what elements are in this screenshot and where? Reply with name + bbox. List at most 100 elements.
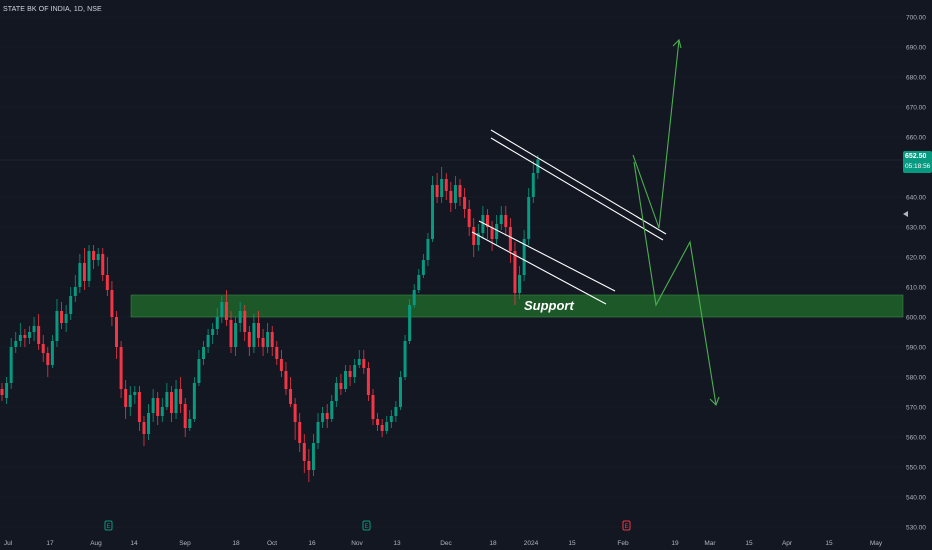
time-tick-label: 15 <box>825 540 833 547</box>
candle-body <box>504 215 508 227</box>
candle-body <box>50 341 54 365</box>
price-axis-pointer-icon[interactable] <box>903 211 908 217</box>
price-tick-label: 690.00 <box>906 44 926 51</box>
candle-body <box>87 251 91 281</box>
time-tick-label: 17 <box>46 540 54 547</box>
candle-body <box>325 413 329 419</box>
candle-body <box>403 341 407 377</box>
candle-body <box>440 179 444 197</box>
candle-body <box>266 332 270 347</box>
candle-body <box>256 323 260 338</box>
last-price-label: 652.50 05:18:56 <box>903 151 932 173</box>
candle-body <box>37 326 41 344</box>
candle-body <box>307 461 311 470</box>
price-tick-label: 640.00 <box>906 194 926 201</box>
candle-body <box>330 401 334 419</box>
price-tick-label: 570.00 <box>906 404 926 411</box>
candle-body <box>124 389 128 407</box>
candle-body <box>14 341 18 347</box>
candle-body <box>435 185 439 197</box>
time-tick-label: 15 <box>745 540 753 547</box>
price-tick-label: 670.00 <box>906 104 926 111</box>
candle-body <box>96 254 100 260</box>
bearish-projection-path[interactable] <box>633 161 717 406</box>
candle-body <box>69 296 73 314</box>
candle-body <box>137 392 141 422</box>
candle-body <box>513 251 517 293</box>
channel-lower-line-1[interactable] <box>478 220 616 292</box>
candle-body <box>417 275 421 290</box>
candle-body <box>151 398 155 413</box>
candle-body <box>64 314 68 323</box>
last-price-value: 652.50 <box>905 153 927 160</box>
candle-body <box>101 254 105 275</box>
candle-body <box>23 335 27 338</box>
candle-body <box>453 185 457 203</box>
candle-body <box>92 251 96 260</box>
bullish-projection-path[interactable] <box>632 39 680 229</box>
candles <box>0 155 540 482</box>
candle-body <box>60 311 64 323</box>
candle-body <box>366 368 370 395</box>
channel-lines[interactable] <box>471 129 667 305</box>
candle-body <box>197 359 201 383</box>
candle-body <box>270 332 274 347</box>
candle-body <box>9 347 13 383</box>
candle-body <box>449 191 453 203</box>
earnings-marker-1[interactable] <box>104 520 113 531</box>
candle-body <box>311 443 315 470</box>
candle-body <box>293 404 297 422</box>
candle-body <box>55 311 59 341</box>
channel-upper-line-2[interactable] <box>490 137 664 241</box>
candle-body <box>321 413 325 422</box>
candle-body <box>316 422 320 443</box>
time-tick-label: 19 <box>671 540 679 547</box>
price-tick-label: 630.00 <box>906 224 926 231</box>
candle-body <box>467 209 471 227</box>
time-tick-label: Oct <box>267 540 277 547</box>
projection-arrows[interactable] <box>632 38 720 406</box>
price-tick-label: 590.00 <box>906 344 926 351</box>
time-tick-label: Feb <box>617 540 629 547</box>
earnings-marker-1-glyph: E <box>106 524 110 530</box>
candle-body <box>247 332 251 347</box>
time-tick-label: Apr <box>782 540 793 547</box>
candle-body <box>298 422 302 443</box>
candle-body <box>522 239 526 275</box>
event-markers[interactable]: E E E <box>104 520 631 531</box>
time-tick-label: 18 <box>232 540 240 547</box>
candle-body <box>389 416 393 422</box>
candle-body <box>224 302 228 320</box>
price-tick-label: 580.00 <box>906 374 926 381</box>
channel-lower-line-2[interactable] <box>471 231 607 305</box>
candle-body <box>485 215 489 227</box>
candle-body <box>160 407 164 416</box>
candle-body <box>334 383 338 401</box>
candle-body <box>339 383 343 389</box>
candle-body <box>426 239 430 260</box>
candle-body <box>380 425 384 431</box>
candle-body <box>499 215 503 224</box>
earnings-marker-2[interactable] <box>362 520 371 531</box>
candle-body <box>458 185 462 197</box>
price-axis[interactable]: 530.00 540.00 550.00 560.00 570.00 580.00 590.… <box>906 14 926 531</box>
time-tick-label: Nov <box>351 540 363 547</box>
candle-body <box>531 173 535 197</box>
support-zone[interactable] <box>130 294 904 318</box>
candle-body <box>147 413 151 434</box>
channel-upper-line-1[interactable] <box>490 129 667 235</box>
earnings-marker-3[interactable] <box>622 520 631 531</box>
candle-body <box>495 224 499 239</box>
candle-body <box>412 290 416 305</box>
time-tick-label: Sep <box>179 540 191 547</box>
candle-body <box>41 344 45 353</box>
candle-body <box>421 260 425 275</box>
candle-body <box>243 311 247 332</box>
candle-body <box>261 338 265 347</box>
candle-body <box>27 332 31 338</box>
candle-body <box>156 398 160 416</box>
candle-body <box>119 347 123 389</box>
time-axis[interactable]: Jul 17 Aug 14 Sep 18 Oct 16 Nov 13 Dec 18 2024 15 Feb 1… <box>4 540 883 547</box>
